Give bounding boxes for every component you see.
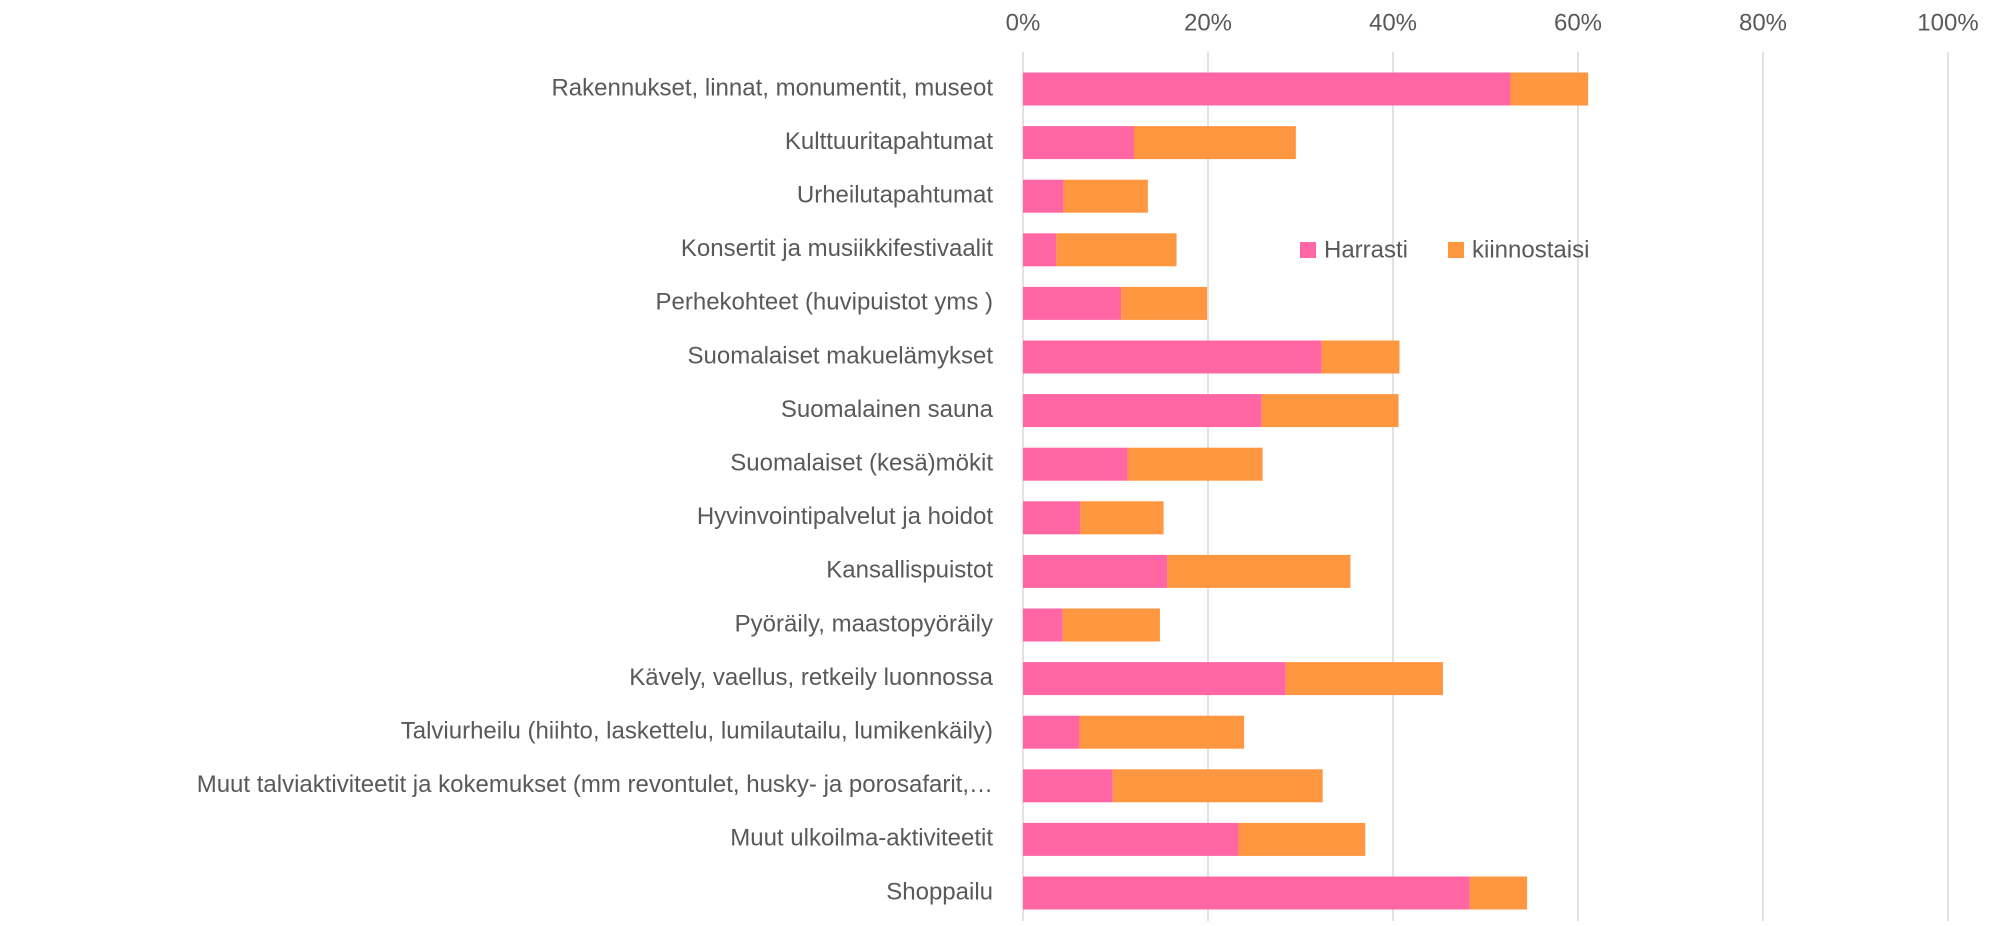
y-tick-label: Suomalainen sauna xyxy=(781,396,994,423)
y-tick-label: Kävely, vaellus, retkeily luonnossa xyxy=(629,664,993,691)
bar xyxy=(1469,876,1528,910)
x-tick-label: 80% xyxy=(1739,9,1787,36)
bar xyxy=(1023,286,1122,320)
x-tick-label: 100% xyxy=(1917,9,1978,36)
y-tick-label: Talviurheilu (hiihto, laskettelu, lumila… xyxy=(401,718,993,745)
y-tick-label: Rakennukset, linnat, monumentit, museot xyxy=(551,74,993,101)
bar xyxy=(1062,608,1160,642)
bar xyxy=(1121,286,1208,320)
bar xyxy=(1079,715,1245,749)
y-tick-label: Perhekohteet (huvipuistot yms ) xyxy=(656,289,994,316)
bar xyxy=(1134,126,1296,160)
bar xyxy=(1023,608,1063,642)
bar xyxy=(1023,715,1080,749)
bar xyxy=(1261,394,1399,428)
bar xyxy=(1112,769,1323,803)
x-tick-label: 60% xyxy=(1554,9,1602,36)
bar xyxy=(1023,554,1168,588)
y-tick-label: Urheilutapahtumat xyxy=(797,182,993,209)
y-tick-label: Suomalaiset makuelämykset xyxy=(688,342,994,369)
bar xyxy=(1238,822,1366,856)
y-tick-label: Kansallispuistot xyxy=(826,557,993,584)
bar xyxy=(1023,447,1128,481)
x-tick-label: 20% xyxy=(1184,9,1232,36)
legend-label: kiinnostaisi xyxy=(1472,236,1589,263)
bar xyxy=(1023,179,1064,213)
y-tick-label: Muut ulkoilma-aktiviteetit xyxy=(730,825,993,852)
bar xyxy=(1285,662,1443,696)
bar xyxy=(1167,554,1351,588)
bar xyxy=(1127,447,1263,481)
bar xyxy=(1023,394,1262,428)
y-tick-label: Muut talviaktiviteetit ja kokemukset (mm… xyxy=(197,771,993,798)
y-tick-label: Kulttuuritapahtumat xyxy=(785,128,993,155)
bar xyxy=(1080,501,1164,535)
x-tick-label: 40% xyxy=(1369,9,1417,36)
legend-swatch xyxy=(1448,242,1465,258)
legend-label: Harrasti xyxy=(1324,236,1408,263)
bar xyxy=(1056,233,1177,267)
bar xyxy=(1023,340,1322,374)
y-tick-label: Hyvinvointipalvelut ja hoidot xyxy=(697,503,994,530)
bar xyxy=(1023,876,1470,910)
legend-swatch xyxy=(1300,242,1316,258)
x-tick-label: 0% xyxy=(1006,9,1041,36)
bar xyxy=(1023,822,1239,856)
bar xyxy=(1023,769,1113,803)
y-tick-label: Shoppailu xyxy=(886,878,993,905)
y-tick-label: Pyöräily, maastopyöräily xyxy=(735,610,993,637)
bar xyxy=(1023,501,1081,535)
bar xyxy=(1063,179,1148,213)
y-tick-label: Suomalaiset (kesä)mökit xyxy=(730,450,993,477)
bar xyxy=(1023,662,1286,696)
y-tick-label: Konsertit ja musiikkifestivaalit xyxy=(681,235,993,262)
bar xyxy=(1321,340,1400,374)
bar xyxy=(1510,72,1589,106)
bar xyxy=(1023,233,1057,267)
bar xyxy=(1023,126,1134,160)
bar xyxy=(1023,72,1511,106)
